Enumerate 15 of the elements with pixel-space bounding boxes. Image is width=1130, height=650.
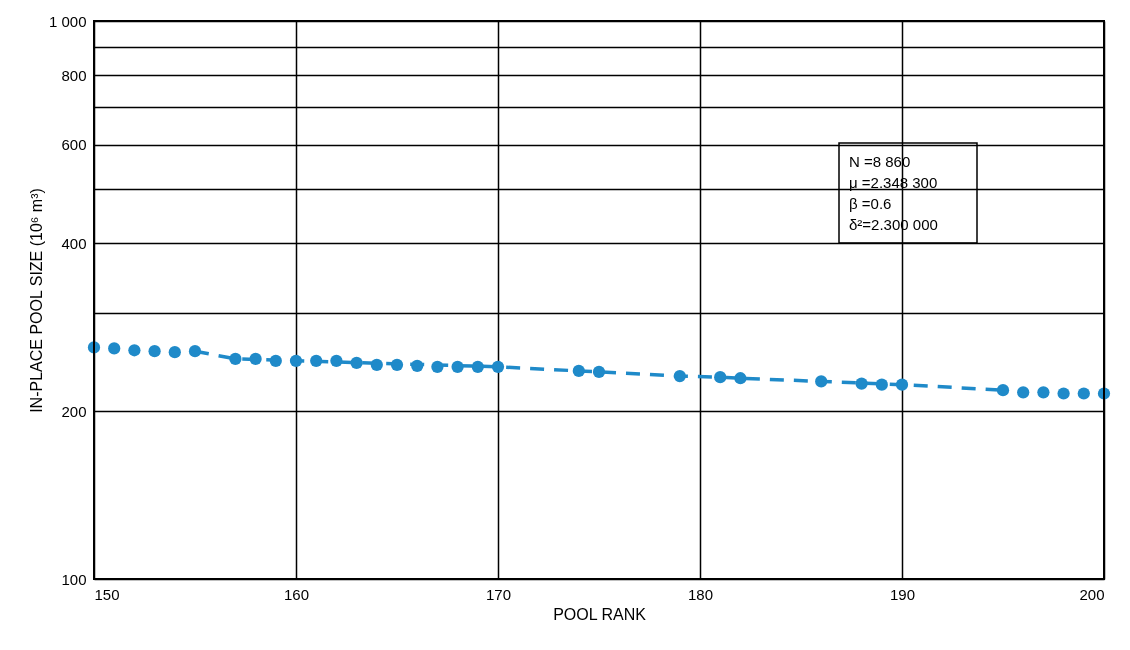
x-tick-label: 160 bbox=[283, 585, 310, 603]
y-axis-title: IN-PLACE POOL SIZE (10⁶ m³) bbox=[27, 188, 45, 413]
x-tick-label: 170 bbox=[485, 585, 512, 603]
y-tick-label: 400 bbox=[61, 234, 87, 252]
y-tick-label: 200 bbox=[61, 402, 87, 420]
y-tick-label: 600 bbox=[61, 136, 87, 154]
y-tick-label: 100 bbox=[61, 570, 87, 588]
x-tick-label: 200 bbox=[1079, 585, 1105, 603]
y-tick-label: 1 000 bbox=[48, 12, 87, 30]
y-tick-label: 800 bbox=[61, 66, 87, 84]
x-tick-label: 150 bbox=[94, 585, 120, 603]
annotation: β =0.6 bbox=[849, 194, 892, 212]
x-tick-label: 190 bbox=[889, 585, 916, 603]
x-axis-title: POOL RANK bbox=[553, 605, 647, 623]
x-tick-label: 180 bbox=[687, 585, 714, 603]
